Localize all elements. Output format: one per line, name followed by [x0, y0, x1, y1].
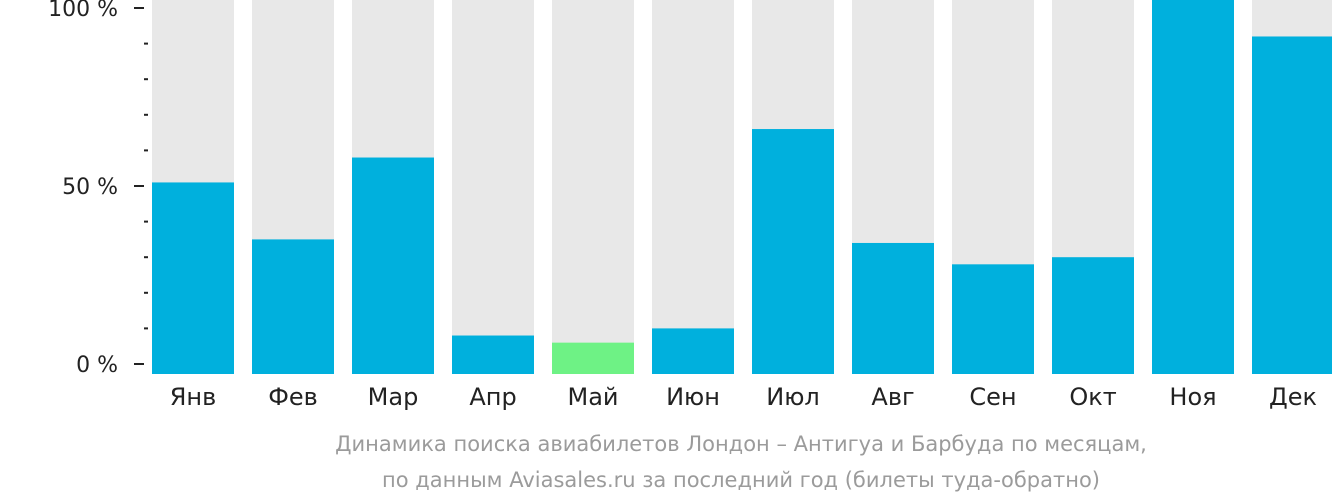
bar-4 — [452, 335, 534, 374]
chart-caption-line-1: Динамика поиска авиабилетов Лондон – Ант… — [335, 432, 1147, 456]
bar-background — [452, 0, 534, 374]
x-tick-label: Фев — [268, 383, 318, 411]
chart-caption-line-2: по данным Aviasales.ru за последний год … — [382, 468, 1100, 492]
y-tick-label: 100 % — [48, 0, 118, 22]
bar-8 — [852, 242, 934, 374]
x-tick-label: Июл — [766, 383, 820, 411]
x-tick-label: Май — [567, 383, 618, 411]
bar-9 — [952, 264, 1034, 374]
value-bars — [152, 0, 1332, 374]
bar-3 — [352, 157, 434, 374]
bar-1 — [152, 182, 234, 374]
bar-background — [552, 0, 634, 374]
bar-10 — [1052, 257, 1134, 374]
bar-background — [652, 0, 734, 374]
x-tick-label: Ноя — [1169, 383, 1216, 411]
bar-2 — [252, 239, 334, 374]
bar-5 — [552, 342, 634, 374]
x-tick-label: Июн — [666, 383, 720, 411]
x-tick-label: Окт — [1069, 383, 1116, 411]
bar-11 — [1152, 0, 1234, 374]
x-tick-label: Мар — [368, 383, 419, 411]
x-tick-label: Янв — [170, 383, 217, 411]
bar-12 — [1252, 36, 1332, 374]
x-axis-labels: Янв Фев Мар Апр Май Июн Июл Авг Сен Окт Ноя Дек — [170, 383, 1317, 411]
x-tick-label: Сен — [969, 383, 1016, 411]
x-tick-label: Авг — [871, 383, 914, 411]
y-tick-label: 50 % — [62, 175, 118, 200]
x-tick-label: Апр — [469, 383, 516, 411]
bar-7 — [752, 129, 834, 374]
y-tick-label: 0 % — [76, 353, 118, 378]
x-tick-label: Дек — [1269, 383, 1317, 411]
y-axis: 0 % 50 % 100 % — [48, 0, 148, 378]
bar-6 — [652, 328, 734, 374]
